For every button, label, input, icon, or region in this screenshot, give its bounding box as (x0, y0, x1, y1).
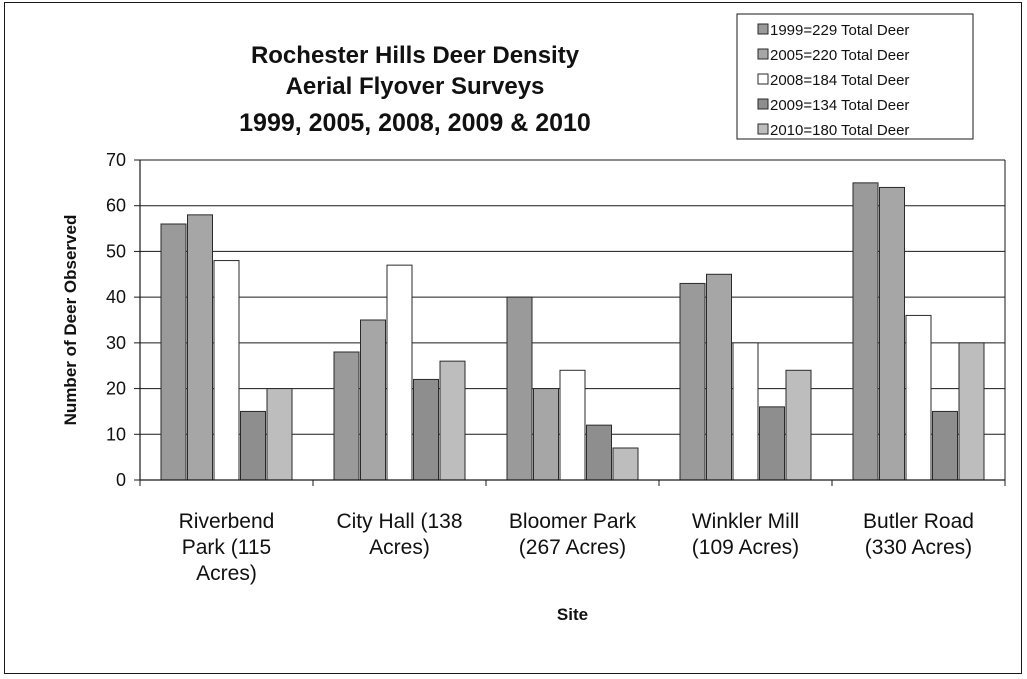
bar (240, 410, 266, 481)
legend-label: 1999=229 Total Deer (770, 22, 909, 39)
y-tick-label: 60 (106, 196, 126, 216)
legend-swatch (757, 123, 769, 135)
y-tick-label: 10 (106, 424, 126, 444)
legend-swatch (757, 48, 769, 60)
y-tick-label: 30 (106, 333, 126, 353)
bar (732, 342, 759, 481)
y-tick-label: 50 (106, 241, 126, 261)
bar (905, 314, 932, 481)
bar (785, 369, 812, 481)
x-tick-label: Bloomer Park (267 Acres) (509, 510, 637, 559)
bar (187, 214, 213, 481)
x-tick-label: Riverbend Park (115 Acres) (179, 510, 275, 585)
title-line-3: 1999, 2005, 2008, 2009 & 2010 (239, 109, 591, 137)
bar (759, 406, 785, 481)
bar (360, 319, 386, 481)
bar (160, 223, 187, 481)
bar (586, 424, 612, 481)
legend-swatch (757, 23, 769, 35)
bar (706, 273, 732, 481)
x-axis-title: Site (557, 605, 588, 624)
bar (439, 360, 466, 481)
x-tick-label: Winkler Mill (109 Acres) (692, 510, 799, 559)
y-tick-label: 70 (106, 150, 126, 170)
y-tick-labels: 0 10 20 30 40 50 60 70 (106, 150, 126, 490)
bar (533, 388, 559, 481)
legend-swatch (757, 98, 769, 110)
legend-label: 2009=134 Total Deer (770, 97, 909, 114)
bar (386, 264, 413, 481)
legend-label: 2010=180 Total Deer (770, 122, 909, 139)
bar (612, 447, 639, 481)
legend-label: 2005=220 Total Deer (770, 47, 909, 64)
bars (160, 182, 985, 481)
y-axis-title: Number of Deer Observed (61, 215, 80, 426)
bar (213, 260, 240, 481)
title-line-1: Rochester Hills Deer Density (251, 42, 580, 69)
x-category-labels: Riverbend Park (115 Acres) City Hall (138 Ac… (179, 510, 974, 585)
legend-label: 2008=184 Total Deer (770, 72, 909, 89)
x-tick-label: Butler Road (330 Acres) (863, 510, 974, 559)
x-tick-label: City Hall (138 Acres) (336, 510, 462, 559)
y-tick-label: 20 (106, 379, 126, 399)
title-line-2: Aerial Flyover Surveys (286, 73, 545, 100)
axes (139, 160, 1006, 486)
bar (506, 296, 533, 481)
bar (852, 182, 879, 481)
bar (958, 342, 985, 481)
bar (413, 378, 439, 481)
bar (559, 369, 586, 481)
bar (932, 410, 958, 481)
chart-title: Rochester Hills Deer Density Aerial Flyov… (239, 42, 591, 137)
legend: 1999=229 Total Deer 2005=220 Total Deer 20… (736, 13, 974, 140)
y-tick-label: 40 (106, 287, 126, 307)
y-tick-label: 0 (116, 470, 126, 490)
legend-box (736, 13, 974, 140)
legend-swatch (757, 73, 769, 85)
bar (879, 186, 905, 481)
bar (679, 282, 706, 481)
bar (266, 388, 293, 481)
bar (333, 351, 360, 481)
